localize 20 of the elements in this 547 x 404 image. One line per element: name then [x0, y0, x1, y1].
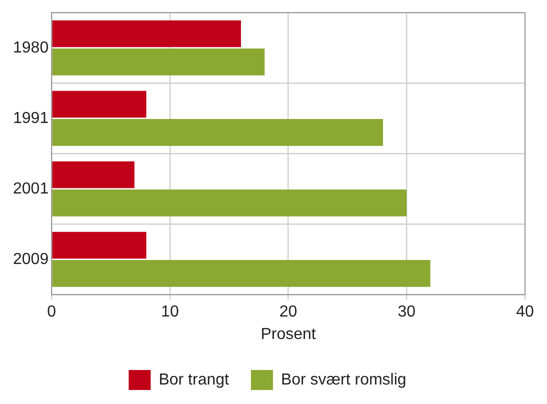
x-tick-label: 10: [161, 304, 179, 321]
bar: [52, 260, 430, 287]
legend-label: Bor svært romslig: [280, 371, 406, 388]
x-tick-label: 30: [398, 304, 416, 321]
bar: [52, 232, 146, 259]
legend-label: Bor trangt: [158, 371, 230, 388]
bar: [52, 90, 146, 118]
y-tick-label: 1980: [13, 39, 49, 56]
bar: [52, 119, 383, 146]
x-tick-label: 40: [516, 304, 534, 321]
x-tick-label: 20: [279, 304, 298, 321]
x-tick-label: 0: [47, 304, 56, 321]
y-tick-label: 1991: [13, 110, 49, 127]
bar: [52, 190, 407, 216]
x-axis-title: Prosent: [260, 326, 316, 343]
bar: [52, 161, 134, 188]
bar: [52, 48, 265, 76]
y-tick-label: 2001: [13, 180, 49, 198]
bar: [52, 20, 241, 48]
y-tick-label: 2009: [13, 250, 49, 268]
